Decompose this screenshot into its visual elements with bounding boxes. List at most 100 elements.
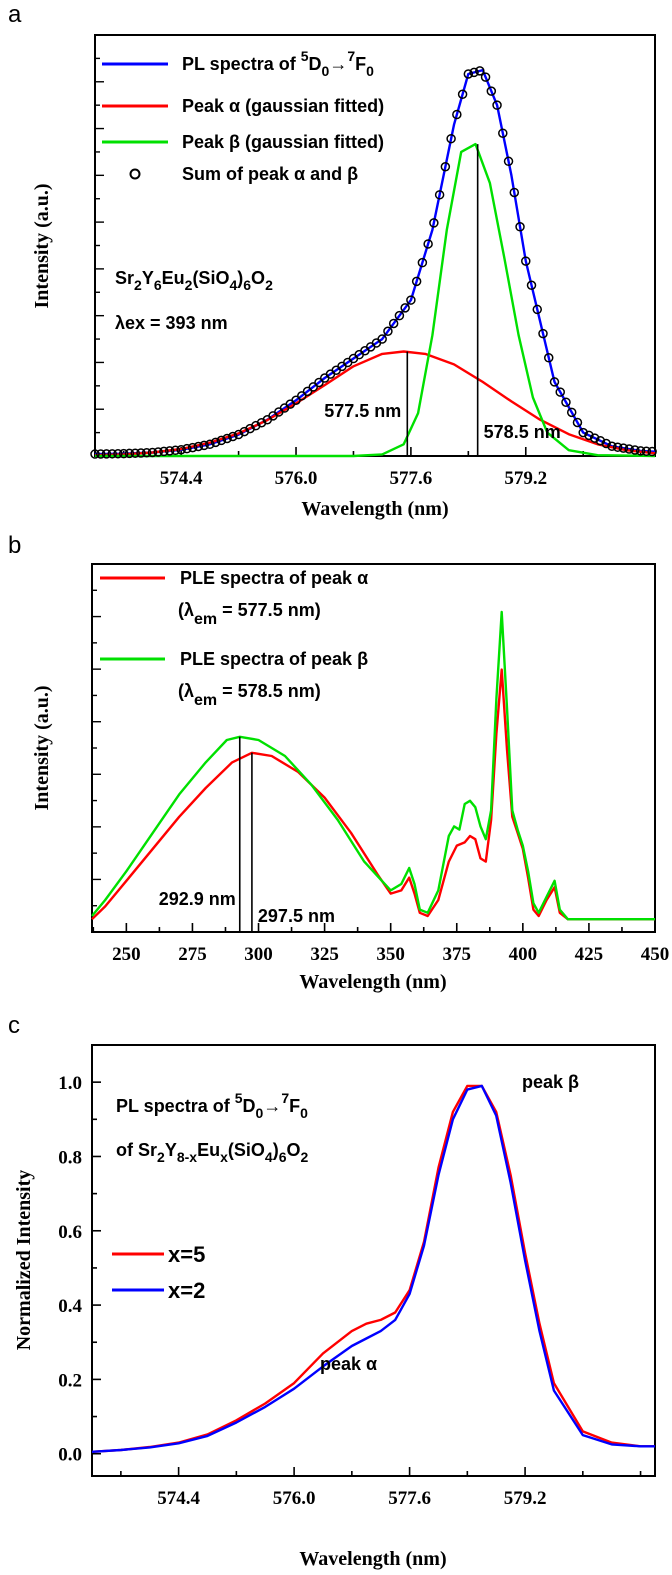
y-axis-title-b: Intensity (a.u.) xyxy=(31,685,53,810)
data-point-sum xyxy=(400,303,410,313)
x-tick-label: 576.0 xyxy=(273,1488,316,1509)
data-point-sum xyxy=(543,353,554,363)
data-point-sum xyxy=(216,435,227,446)
panel-c: c 574.4 576.0 577.6 579.2 0.0 0.2 0.4 0.6 0.8 1.… xyxy=(8,1012,656,1570)
x-tick-label: 577.6 xyxy=(390,468,433,489)
annotation-578-5: 578.5 nm xyxy=(484,422,561,442)
data-point-sum xyxy=(394,310,405,321)
data-point-sum xyxy=(136,448,146,458)
series-line-pl xyxy=(94,68,656,456)
data-point-sum xyxy=(205,439,215,450)
annotations-b: 292.9 nm 297.5 nm xyxy=(159,736,335,932)
x-tick-label: 375 xyxy=(443,944,472,965)
data-point-sum xyxy=(555,387,565,397)
legend-label-x5: x=5 xyxy=(168,1242,205,1267)
annotation-577-5: 577.5 nm xyxy=(324,401,401,421)
y-tick-label: 0.2 xyxy=(58,1370,82,1391)
data-point-sum xyxy=(498,128,508,138)
annotations-a: 577.5 nm 578.5 nm xyxy=(324,144,561,456)
x-ticks-c: 574.4 576.0 577.6 579.2 xyxy=(120,1467,642,1509)
data-point-sum xyxy=(584,430,594,441)
excitation-label-a: λex = 393 nm xyxy=(115,313,228,333)
data-point-sum xyxy=(647,446,657,457)
data-point-sum xyxy=(182,443,192,454)
data-point-sum xyxy=(515,222,525,232)
x-tick-label: 577.6 xyxy=(388,1488,431,1509)
data-point-sum xyxy=(440,162,451,172)
sample-formula-a: Sr2Y6Eu2(SiO4)6O2 xyxy=(115,268,273,293)
data-point-sum xyxy=(314,377,324,388)
data-point-sum xyxy=(572,417,583,428)
data-point-sum xyxy=(147,447,158,458)
data-point-sum xyxy=(377,334,387,344)
data-point-sum xyxy=(113,448,123,459)
data-point-sum xyxy=(228,431,238,442)
x-tick-label: 450 xyxy=(641,944,670,965)
data-point-sum xyxy=(118,448,129,459)
legend-a: PL spectra of 5D0→7F0 Peak α (gaussian f… xyxy=(102,48,384,184)
series-line-ple_beta xyxy=(91,610,655,921)
data-point-sum xyxy=(503,156,514,167)
data-point-sum xyxy=(308,382,319,392)
data-point-sum xyxy=(641,446,652,456)
data-point-sum xyxy=(566,407,577,418)
x-tick-label: 425 xyxy=(575,944,604,965)
data-point-sum xyxy=(90,449,100,459)
data-point-sum xyxy=(607,441,617,452)
data-point-sum xyxy=(595,436,606,446)
data-point-sum xyxy=(291,395,301,406)
series-line-beta xyxy=(95,142,656,458)
data-point-sum xyxy=(578,427,588,438)
series-a xyxy=(90,66,657,459)
x-tick-label: 574.4 xyxy=(160,468,203,489)
data-point-sum xyxy=(222,433,232,444)
legend-sub-ple-alpha: (λem = 577.5 nm) xyxy=(178,600,321,628)
data-point-sum xyxy=(411,276,422,287)
x-axis-title-c: Wavelength (nm) xyxy=(299,1548,446,1570)
data-point-sum xyxy=(388,318,399,329)
annotation-292-9: 292.9 nm xyxy=(159,889,236,909)
x-tick-label: 325 xyxy=(310,944,339,965)
data-point-sum xyxy=(480,72,491,82)
data-point-sum xyxy=(446,133,456,144)
legend-sub-ple-beta: (λem = 578.5 nm) xyxy=(178,681,321,709)
data-point-sum xyxy=(187,442,198,453)
data-point-sum xyxy=(406,295,416,305)
legend-label-ple-alpha: PLE spectra of peak α xyxy=(180,568,368,588)
plot-frame-b xyxy=(91,563,656,933)
data-point-sum xyxy=(492,100,502,110)
data-point-sum xyxy=(549,377,560,387)
data-point-sum xyxy=(193,441,204,452)
data-point-sum xyxy=(141,447,152,458)
legend-label-beta: Peak β (gaussian fitted) xyxy=(182,132,384,152)
data-point-sum xyxy=(618,443,629,453)
legend-b: PLE spectra of peak α (λem = 577.5 nm) P… xyxy=(100,568,368,709)
legend-swatch-sum xyxy=(129,168,141,180)
series-line-ple_alpha xyxy=(91,668,655,921)
title-line1-c: PL spectra of 5D0→7F0 xyxy=(116,1090,308,1121)
y-axis-title-c: Normalized Intensity xyxy=(13,1170,35,1351)
y-ticks-c: 0.0 0.2 0.4 0.6 0.8 1.0 xyxy=(58,1044,101,1466)
x-tick-label: 579.2 xyxy=(504,468,547,489)
panel-letter-b: b xyxy=(8,532,21,559)
data-point-sum xyxy=(153,447,163,457)
y-tick-label: 0.0 xyxy=(58,1445,82,1466)
data-point-sum xyxy=(463,69,474,79)
legend-label-x2: x=2 xyxy=(168,1278,205,1303)
data-point-sum xyxy=(159,446,169,457)
data-point-sum xyxy=(521,256,531,266)
y-axis-title-a: Intensity (a.u.) xyxy=(31,183,53,308)
data-point-sum xyxy=(457,89,468,100)
x-tick-label: 574.4 xyxy=(157,1488,200,1509)
x-tick-label: 579.2 xyxy=(504,1488,547,1509)
data-point-sum xyxy=(124,448,135,459)
panel-letter-a: a xyxy=(8,1,22,28)
data-point-sum xyxy=(107,449,117,459)
data-point-sum xyxy=(469,67,479,78)
data-point-sum xyxy=(475,66,485,76)
legend-c: x=5 x=2 xyxy=(112,1242,205,1303)
panel-letter-c: c xyxy=(8,1012,20,1039)
data-point-sum xyxy=(302,386,313,397)
x-tick-label: 275 xyxy=(178,944,207,965)
